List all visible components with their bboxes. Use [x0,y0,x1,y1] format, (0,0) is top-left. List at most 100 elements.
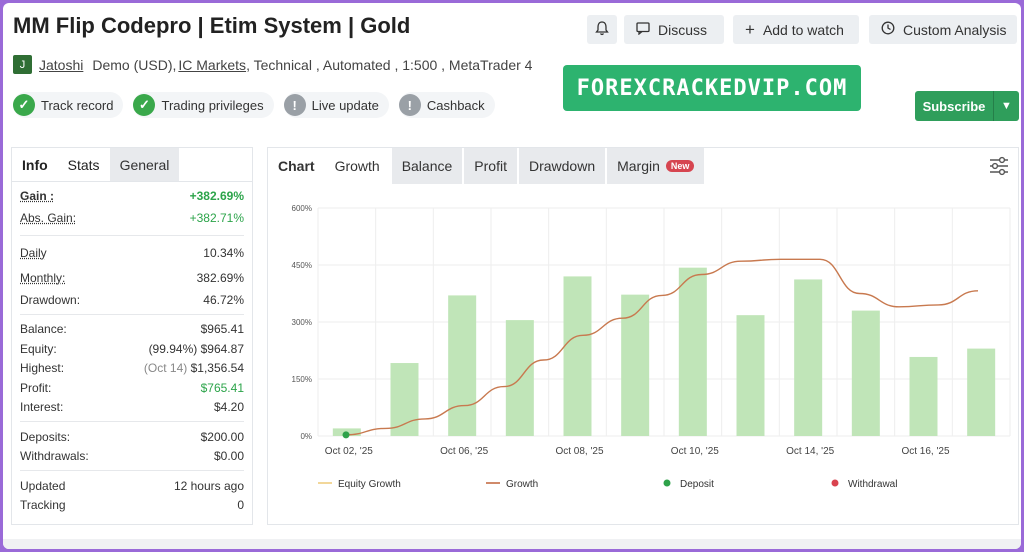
growth-bar [448,295,477,436]
check-icon: ✓ [13,94,35,116]
growth-bar [736,315,765,436]
badge-track-record[interactable]: ✓ Track record [13,92,124,118]
notify-button[interactable] [587,15,617,44]
growth-bar [621,294,650,436]
highest-date: (Oct 14) [143,361,188,376]
stat-value: 382.69% [196,270,244,285]
badge-label: Live update [311,97,379,113]
stat-value: +382.69% [189,188,244,203]
add-to-watch-button[interactable]: + Add to watch [733,15,859,44]
chart-settings-icon[interactable] [988,156,1010,176]
tab-growth[interactable]: Growth [334,158,380,174]
broker-link[interactable]: IC Markets [178,56,247,73]
stat-withdrawals: Withdrawals: $0.00 [20,447,244,467]
page-title: MM Flip Codepro | Etim System | Gold [13,13,411,38]
stat-balance: Balance: $965.41 [20,320,244,340]
stats-list: Gain : +382.69% Abs. Gain: +382.71% Daily 1… [12,182,252,515]
x-tick-label: Oct 02, '25 [325,446,373,457]
legend-label: Growth [506,479,538,490]
x-tick-label: Oct 08, '25 [555,446,603,457]
tab-margin-label: Margin [617,158,660,174]
tab-profit[interactable]: Profit [464,148,517,184]
stat-value: 10.34% [203,246,244,260]
promo-watermark: FOREXCRACKEDVIP.COM [563,65,861,111]
badge-trading-privileges[interactable]: ✓ Trading privileges [133,92,274,118]
stat-label: Drawdown: [20,292,81,307]
stat-label: Updated [20,478,66,493]
stat-value: +382.71% [189,211,244,225]
page-frame: MM Flip Codepro | Etim System | Gold Dis… [3,3,1021,549]
tab-general[interactable]: General [109,148,180,181]
chart-tabs: Chart Growth Balance Profit Drawdown Mar… [268,148,1018,184]
legend-label: Withdrawal [848,479,897,490]
stat-label: Daily [20,246,47,260]
avatar: J [13,55,32,74]
discuss-label: Discuss [658,21,708,38]
discuss-button[interactable]: Discuss [624,15,724,44]
stat-highest: Highest: (Oct 14) $1,356.54 [20,359,244,379]
account-type: Demo (USD), [92,56,177,73]
stat-label: Tracking [20,498,66,513]
y-tick-label: 600% [292,204,312,213]
legend-label: Equity Growth [338,479,401,490]
stat-label: Deposits: [20,429,71,444]
stat-value: $0.00 [213,449,244,464]
stats-panel: Info Stats General Gain : +382.69% Abs. G… [11,147,253,525]
custom-analysis-button[interactable]: Custom Analysis [869,15,1017,44]
plus-icon: + [745,20,755,39]
divider [20,313,244,315]
stat-equity: Equity: (99.94%) $964.87 [20,339,244,359]
stat-monthly: Monthly: 382.69% [20,266,244,290]
tab-balance[interactable]: Balance [391,148,463,184]
equity-percent: (99.94%) [148,341,198,356]
stat-value: $200.00 [200,429,244,444]
bell-icon [595,20,609,39]
badge-label: Track record [41,97,114,113]
tab-drawdown[interactable]: Drawdown [518,148,606,184]
badge-cashback[interactable]: ! Cashback [398,92,495,118]
chat-icon [636,21,650,38]
exclamation-icon: ! [398,94,421,116]
check-icon: ✓ [133,94,156,116]
stat-value: $765.41 [200,380,244,395]
clock-icon [881,21,895,38]
stat-value: $4.20 [213,400,244,415]
chevron-down-icon[interactable]: ▼ [993,91,1019,121]
stat-label: Gain : [20,188,55,203]
deposit-point [342,431,350,439]
growth-bar [678,267,707,436]
custom-analysis-label: Custom Analysis [903,21,1007,38]
add-to-watch-label: Add to watch [762,21,844,38]
y-tick-label: 450% [292,261,312,270]
badge-live-update[interactable]: ! Live update [283,92,389,118]
legend-swatch [663,479,671,487]
stat-label: Equity: [20,341,57,356]
divider [20,234,244,236]
growth-bar [390,363,419,436]
stat-value: 12 hours ago [173,478,244,493]
subscribe-button[interactable]: Subscribe ▼ [915,91,1019,121]
author-link[interactable]: Jatoshi [39,56,84,73]
stat-label: Highest: [20,361,65,376]
stat-gain: Gain : +382.69% [20,186,244,206]
stat-value: 46.72% [203,292,244,307]
stat-value: 0 [237,498,244,513]
stat-interest: Interest: $4.20 [20,398,244,418]
growth-bar [967,348,996,436]
tab-stats[interactable]: Stats [57,148,110,181]
stat-value: $964.87 [200,341,244,356]
growth-bar [851,310,880,436]
bottom-bar [3,539,1021,549]
badge-label: Trading privileges [161,97,264,113]
legend-swatch [831,479,839,487]
y-tick-label: 0% [300,432,312,441]
stat-label: Balance: [20,322,67,337]
y-tick-label: 150% [292,375,312,384]
x-tick-label: Oct 10, '25 [671,446,719,457]
tab-margin[interactable]: Margin New [607,148,705,184]
x-tick-label: Oct 14, '25 [786,446,834,457]
x-tick-label: Oct 06, '25 [440,446,488,457]
tab-info[interactable]: Info [12,148,58,181]
tab-chart[interactable]: Chart [278,158,315,174]
growth-bar [794,279,823,436]
